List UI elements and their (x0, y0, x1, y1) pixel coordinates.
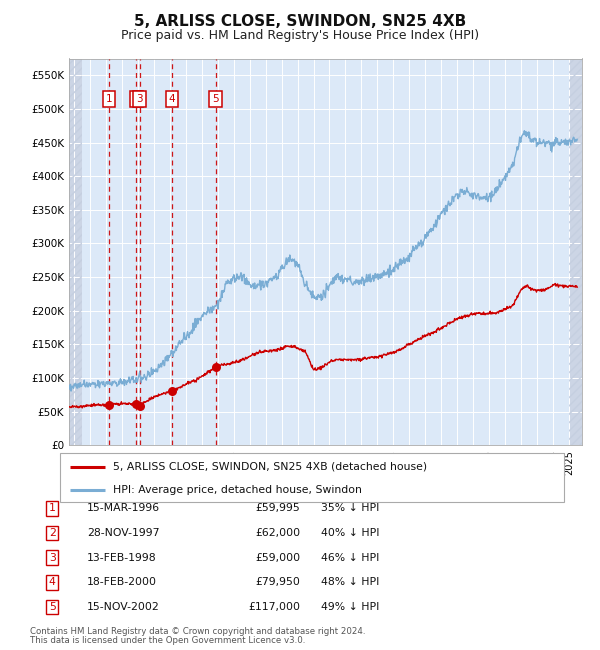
Text: 35% ↓ HPI: 35% ↓ HPI (321, 503, 379, 514)
Text: £79,950: £79,950 (255, 577, 300, 588)
Text: 46% ↓ HPI: 46% ↓ HPI (321, 552, 379, 563)
Bar (569, 58, 582, 445)
Text: 15-MAR-1996: 15-MAR-1996 (87, 503, 160, 514)
Text: 2: 2 (133, 94, 140, 104)
Text: 15-NOV-2002: 15-NOV-2002 (87, 602, 160, 612)
Text: £59,000: £59,000 (255, 552, 300, 563)
Text: 5: 5 (212, 94, 219, 104)
Text: 2: 2 (49, 528, 56, 538)
Text: 1: 1 (49, 503, 56, 514)
Text: 3: 3 (136, 94, 143, 104)
Text: 13-FEB-1998: 13-FEB-1998 (87, 552, 157, 563)
FancyBboxPatch shape (60, 453, 564, 502)
Text: 5: 5 (49, 602, 56, 612)
Text: This data is licensed under the Open Government Licence v3.0.: This data is licensed under the Open Gov… (30, 636, 305, 645)
Text: £62,000: £62,000 (255, 528, 300, 538)
Text: 4: 4 (49, 577, 56, 588)
Text: £59,995: £59,995 (255, 503, 300, 514)
Text: £117,000: £117,000 (248, 602, 300, 612)
Text: 40% ↓ HPI: 40% ↓ HPI (321, 528, 380, 538)
Text: Contains HM Land Registry data © Crown copyright and database right 2024.: Contains HM Land Registry data © Crown c… (30, 627, 365, 636)
Text: 28-NOV-1997: 28-NOV-1997 (87, 528, 160, 538)
Bar (69, 58, 82, 445)
Text: 18-FEB-2000: 18-FEB-2000 (87, 577, 157, 588)
Text: Price paid vs. HM Land Registry's House Price Index (HPI): Price paid vs. HM Land Registry's House … (121, 29, 479, 42)
Text: 5, ARLISS CLOSE, SWINDON, SN25 4XB (detached house): 5, ARLISS CLOSE, SWINDON, SN25 4XB (deta… (113, 462, 427, 472)
Text: 48% ↓ HPI: 48% ↓ HPI (321, 577, 379, 588)
Text: 4: 4 (169, 94, 175, 104)
Text: HPI: Average price, detached house, Swindon: HPI: Average price, detached house, Swin… (113, 485, 362, 495)
Bar (569, 58, 582, 445)
Bar (69, 58, 82, 445)
Text: 49% ↓ HPI: 49% ↓ HPI (321, 602, 379, 612)
Text: 3: 3 (49, 552, 56, 563)
Text: 1: 1 (106, 94, 112, 104)
Text: 5, ARLISS CLOSE, SWINDON, SN25 4XB: 5, ARLISS CLOSE, SWINDON, SN25 4XB (134, 14, 466, 29)
